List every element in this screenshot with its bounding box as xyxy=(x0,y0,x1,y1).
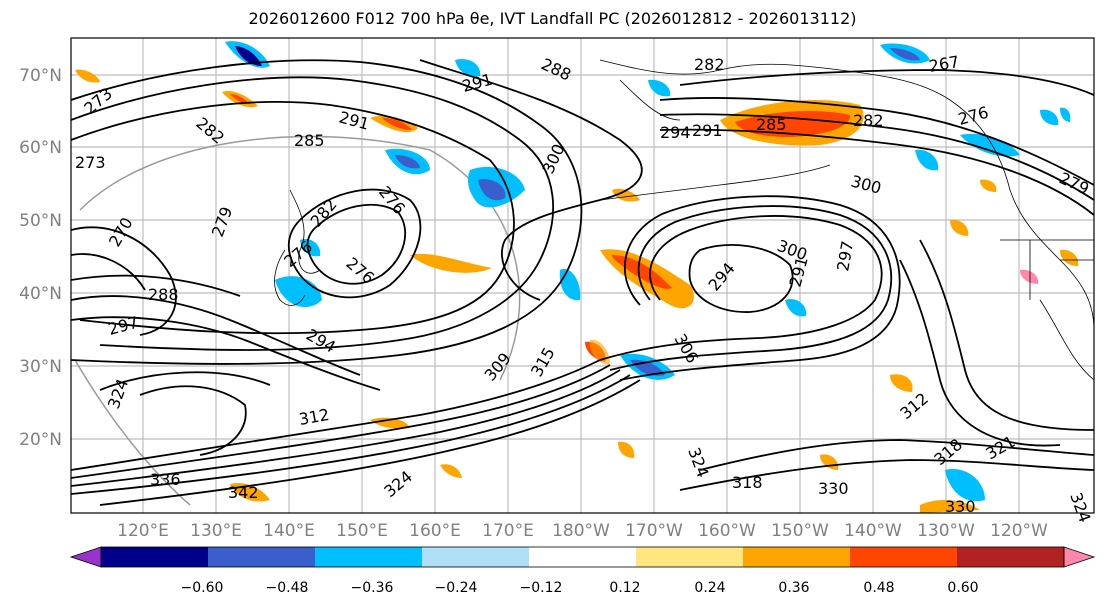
landfall-region-outline xyxy=(79,135,521,381)
lon-label: 120°W xyxy=(990,521,1048,541)
lon-label: 150°E xyxy=(336,521,388,541)
colorbar-tick-label: 0.24 xyxy=(694,580,725,596)
lon-label: 130°E xyxy=(190,521,242,541)
lat-label: 40°N xyxy=(19,284,62,304)
lat-label: 30°N xyxy=(19,357,62,377)
colorbar-segment xyxy=(101,547,209,567)
lon-label: 160°E xyxy=(409,521,461,541)
colorbar-tick-label: −0.24 xyxy=(435,580,478,596)
lat-label: 20°N xyxy=(19,430,62,450)
lon-label: 170°E xyxy=(482,521,534,541)
lon-label: 160°W xyxy=(698,521,756,541)
colorbar-ticks: −0.60 −0.48 −0.36 −0.24 −0.12 0.12 0.24 … xyxy=(181,580,979,596)
colorbar-segment xyxy=(315,547,423,567)
colorbar-segment xyxy=(957,547,1065,567)
contour-label: 291 xyxy=(692,121,723,140)
contour-label: 273 xyxy=(75,153,106,172)
contour-label: 318 xyxy=(732,473,763,492)
colorbar-segment xyxy=(208,547,316,567)
colorbar-tick-label: −0.48 xyxy=(266,580,309,596)
lon-label: 130°W xyxy=(917,521,975,541)
colorbar-segment xyxy=(636,547,744,567)
lon-label: 150°W xyxy=(771,521,829,541)
colorbar-segment xyxy=(850,547,958,567)
lat-label: 70°N xyxy=(19,66,62,86)
colorbar-extend-high xyxy=(1063,546,1096,568)
theta-e-contours xyxy=(71,59,1094,506)
colorbar-tick-label: 0.12 xyxy=(609,580,640,596)
lon-label: 170°W xyxy=(625,521,683,541)
contour-label: 294 xyxy=(660,123,691,142)
longitude-labels: 120°E 130°E 140°E 150°E 160°E 170°E 180°… xyxy=(117,521,1048,541)
contour-label: 285 xyxy=(756,115,787,134)
colorbar-outline xyxy=(100,546,1065,568)
colorbar-tick-label: 0.36 xyxy=(778,580,809,596)
lon-label: 140°E xyxy=(263,521,315,541)
colorbar-tick-label: −0.12 xyxy=(520,580,563,596)
lon-label: 120°E xyxy=(117,521,169,541)
lat-label: 60°N xyxy=(19,138,62,158)
contour-label: 342 xyxy=(228,483,259,502)
contour-label: 336 xyxy=(150,470,181,489)
lat-label: 50°N xyxy=(19,211,62,231)
coastlines xyxy=(274,59,1094,381)
colorbar-extend-low xyxy=(69,546,102,568)
lon-label: 140°W xyxy=(844,521,902,541)
colorbar-tick-label: −0.36 xyxy=(351,580,394,596)
colorbar-tick-label: 0.48 xyxy=(863,580,894,596)
colorbar-segment xyxy=(743,547,851,567)
contour-label: 330 xyxy=(945,497,976,516)
contour-label: 330 xyxy=(818,479,849,498)
colorbar-tick-label: −0.60 xyxy=(181,580,224,596)
map-title: 2026012600 F012 700 hPa θe, IVT Landfall… xyxy=(248,9,857,28)
contour-label: 282 xyxy=(853,111,884,130)
contour-label: 285 xyxy=(294,131,325,150)
colorbar-segment xyxy=(529,547,637,567)
colorbar-segment xyxy=(422,547,530,567)
map-frame xyxy=(70,37,1095,514)
colorbar-tick-label: 0.60 xyxy=(947,580,978,596)
colorbar xyxy=(69,546,1096,568)
contour-label: 288 xyxy=(148,285,179,304)
lon-label: 180°W xyxy=(552,521,610,541)
latitude-labels: 70°N 60°N 50°N 40°N 30°N 20°N xyxy=(19,66,62,450)
contour-label: 282 xyxy=(694,55,725,74)
